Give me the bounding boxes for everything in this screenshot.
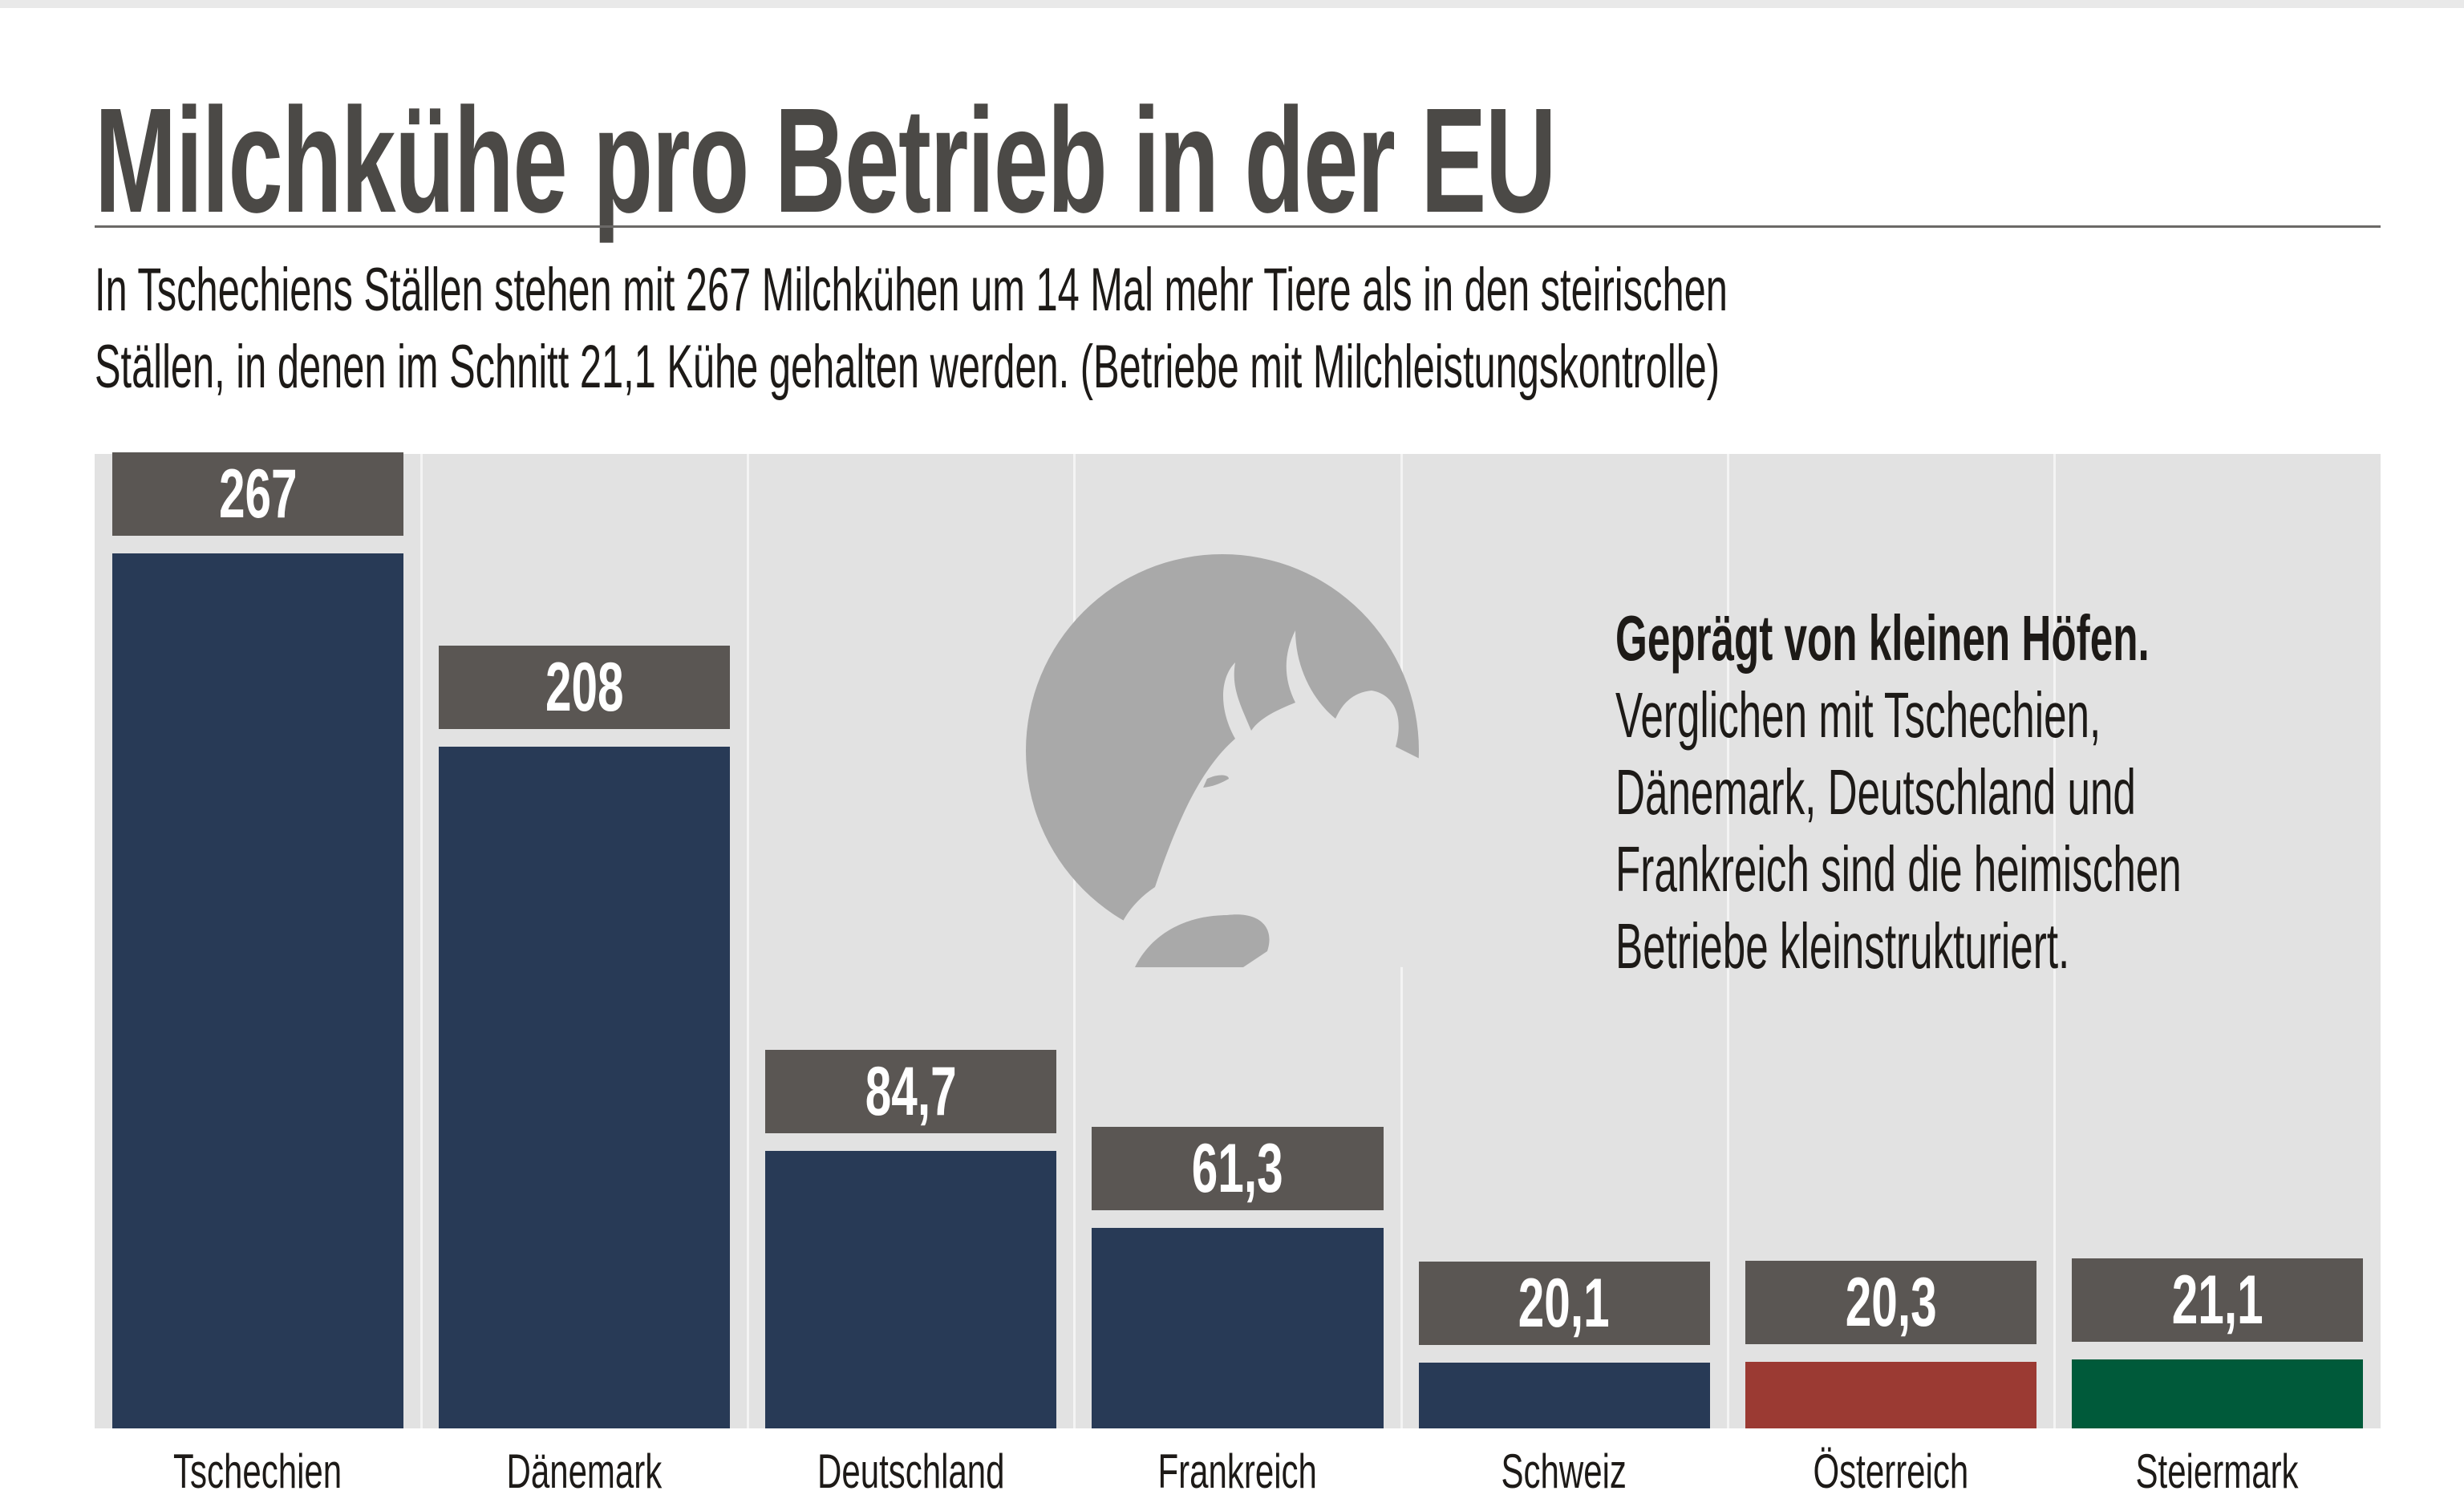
data-label-text: 21,1 <box>2171 1261 2263 1339</box>
subtitle-line-2: Ställen, in denen im Schnitt 21,1 Kühe g… <box>95 333 1720 401</box>
annotation: Geprägt von kleinen Höfen. Verglichen mi… <box>1615 600 2464 985</box>
x-tick-label: Österreich <box>1728 1444 2054 1500</box>
x-tick-label: Dänemark <box>421 1444 748 1500</box>
x-tick-label-text: Tschechien <box>173 1444 342 1498</box>
annotation-line: Frankreich sind die heimischen <box>1615 833 2182 905</box>
data-label: 21,1 <box>2071 1258 2363 1342</box>
bar-3 <box>1092 1227 1384 1428</box>
x-tick-label-text: Dänemark <box>506 1444 663 1498</box>
data-label: 84,7 <box>765 1049 1057 1133</box>
data-label: 20,1 <box>1418 1261 1710 1345</box>
data-label-text: 20,1 <box>1518 1264 1611 1342</box>
bar-6 <box>2071 1359 2363 1428</box>
bar-0 <box>112 553 404 1428</box>
annotation-line: Betriebe kleinstrukturiert. <box>1615 910 2070 982</box>
subtitle-line-1: In Tschechiens Ställen stehen mit 267 Mi… <box>95 256 1728 324</box>
column-separator <box>1726 454 1729 1428</box>
x-tick-label: Tschechien <box>95 1444 421 1500</box>
data-label-text: 61,3 <box>1192 1129 1283 1207</box>
data-label: 20,3 <box>1745 1261 2036 1345</box>
cow-head-icon <box>1026 554 1436 967</box>
column-separator <box>420 454 424 1428</box>
annotation-heading: Geprägt von kleinen Höfen. <box>1615 602 2150 674</box>
column-separator <box>1073 454 1076 1428</box>
data-label: 208 <box>439 646 731 730</box>
x-tick-label: Deutschland <box>748 1444 1074 1500</box>
annotation-line: Dänemark, Deutschland und <box>1615 756 2136 828</box>
top-strip <box>0 0 2464 8</box>
x-tick-label-text: Deutschland <box>817 1444 1005 1498</box>
bar-4 <box>1418 1362 1710 1428</box>
title-rule <box>95 225 2381 228</box>
data-label: 267 <box>112 452 404 536</box>
annotation-line: Verglichen mit Tschechien, <box>1615 679 2101 751</box>
bar-2 <box>765 1150 1057 1428</box>
column-separator <box>2053 454 2056 1428</box>
data-label-text: 267 <box>218 456 298 533</box>
data-label-text: 208 <box>545 649 624 727</box>
x-tick-label: Schweiz <box>1401 1444 1728 1500</box>
data-label-text: 84,7 <box>865 1052 957 1130</box>
column-separator <box>747 454 750 1428</box>
x-tick-label-text: Steiermark <box>2135 1444 2299 1498</box>
x-tick-label-text: Frankreich <box>1157 1444 1318 1498</box>
chart-title: Milchkühe pro Betrieb in der EU <box>95 78 1557 244</box>
x-tick-label-text: Österreich <box>1813 1444 1969 1498</box>
data-label-text: 20,3 <box>1845 1264 1937 1342</box>
x-tick-label-text: Schweiz <box>1501 1444 1627 1498</box>
bar-1 <box>439 747 731 1428</box>
data-label: 61,3 <box>1092 1126 1384 1210</box>
bar-5 <box>1745 1362 2036 1428</box>
x-tick-label: Steiermark <box>2054 1444 2381 1500</box>
x-tick-label: Frankreich <box>1074 1444 1400 1500</box>
